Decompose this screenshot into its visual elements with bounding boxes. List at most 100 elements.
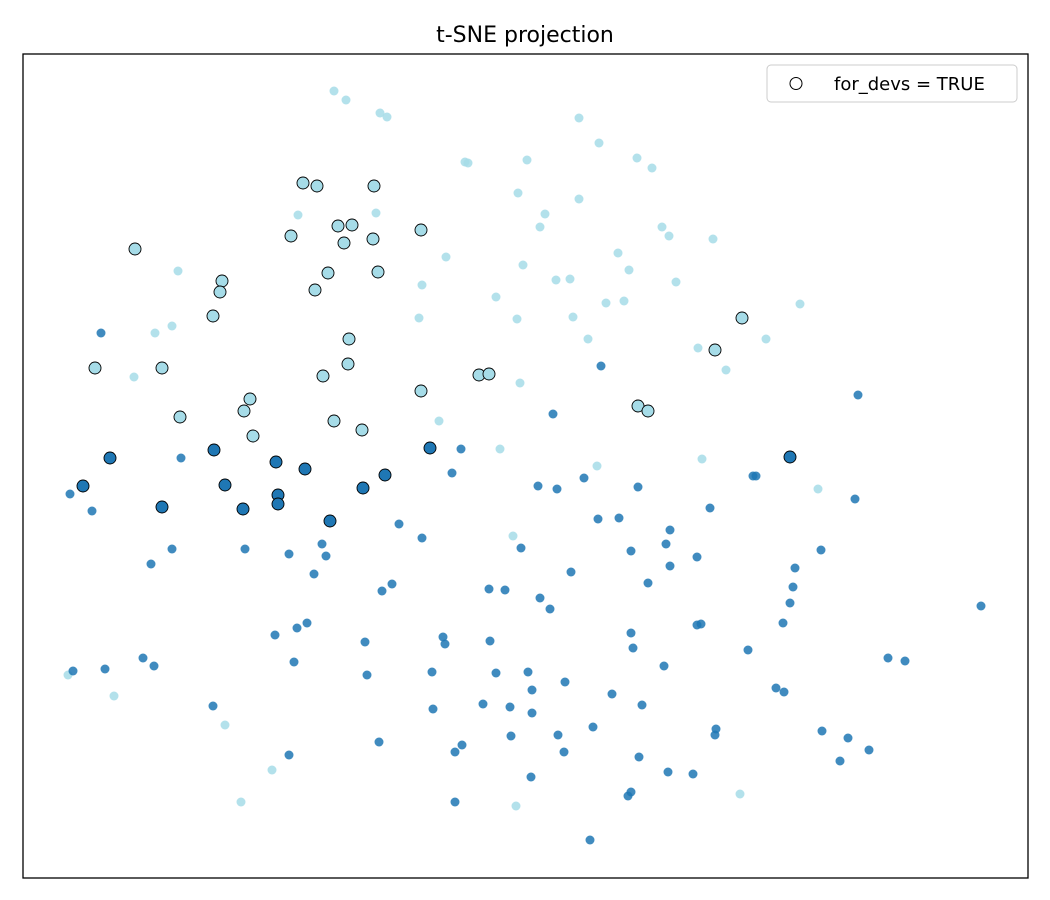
point-light bbox=[220, 720, 230, 730]
point-dark bbox=[447, 468, 457, 478]
point-light bbox=[795, 299, 805, 309]
point-light bbox=[129, 372, 139, 382]
point-light bbox=[518, 260, 528, 270]
point-light bbox=[511, 801, 521, 811]
point-dark bbox=[665, 561, 675, 571]
point-light-for-devs bbox=[310, 179, 324, 193]
point-dark bbox=[628, 643, 638, 653]
point-dark bbox=[692, 552, 702, 562]
point-dark-for-devs bbox=[271, 497, 285, 511]
point-light bbox=[463, 158, 473, 168]
point-light bbox=[414, 313, 424, 323]
point-dark bbox=[790, 563, 800, 573]
chart-title: t-SNE projection bbox=[436, 23, 614, 48]
point-light-for-devs bbox=[708, 343, 722, 357]
point-light-for-devs bbox=[155, 361, 169, 375]
point-light-for-devs bbox=[414, 384, 428, 398]
point-light-for-devs bbox=[173, 410, 187, 424]
point-light-for-devs bbox=[331, 219, 345, 233]
point-dark bbox=[596, 361, 606, 371]
point-dark bbox=[553, 730, 563, 740]
point-dark bbox=[843, 733, 853, 743]
point-light-for-devs bbox=[88, 361, 102, 375]
point-dark bbox=[688, 769, 698, 779]
point-dark bbox=[491, 668, 501, 678]
legend-marker-icon bbox=[789, 77, 803, 90]
point-dark bbox=[450, 797, 460, 807]
point-dark-for-devs bbox=[103, 451, 117, 465]
point-light bbox=[329, 86, 339, 96]
point-dark bbox=[240, 544, 250, 554]
point-dark bbox=[284, 549, 294, 559]
point-dark bbox=[362, 670, 372, 680]
point-light bbox=[568, 312, 578, 322]
point-light-for-devs bbox=[367, 179, 381, 193]
point-light bbox=[574, 113, 584, 123]
point-light-for-devs bbox=[246, 429, 260, 443]
point-light-for-devs bbox=[342, 332, 356, 346]
point-dark-for-devs bbox=[423, 441, 437, 455]
point-dark bbox=[457, 740, 467, 750]
point-dark bbox=[665, 525, 675, 535]
point-light bbox=[371, 208, 381, 218]
point-dark bbox=[523, 667, 533, 677]
point-dark bbox=[506, 731, 516, 741]
point-dark bbox=[579, 473, 589, 483]
point-light bbox=[708, 234, 718, 244]
point-dark bbox=[374, 737, 384, 747]
point-dark bbox=[751, 471, 761, 481]
point-light bbox=[508, 531, 518, 541]
point-light bbox=[375, 108, 385, 118]
point-dark bbox=[302, 618, 312, 628]
point-dark bbox=[659, 661, 669, 671]
point-light bbox=[167, 321, 177, 331]
point-light bbox=[173, 266, 183, 276]
point-dark bbox=[710, 730, 720, 740]
point-dark-for-devs bbox=[356, 481, 370, 495]
point-dark-for-devs bbox=[783, 450, 797, 464]
point-dark bbox=[289, 657, 299, 667]
point-light-for-devs bbox=[482, 367, 496, 381]
point-light bbox=[434, 416, 444, 426]
point-dark bbox=[450, 747, 460, 757]
point-dark-for-devs bbox=[236, 502, 250, 516]
axes-frame bbox=[22, 53, 1029, 879]
point-light bbox=[761, 334, 771, 344]
point-dark bbox=[387, 579, 397, 589]
point-light bbox=[613, 248, 623, 258]
point-dark bbox=[149, 661, 159, 671]
point-dark bbox=[87, 506, 97, 516]
point-dark bbox=[456, 444, 466, 454]
point-dark bbox=[593, 514, 603, 524]
point-dark bbox=[292, 623, 302, 633]
point-light-for-devs bbox=[206, 309, 220, 323]
point-dark-for-devs bbox=[298, 462, 312, 476]
point-light bbox=[565, 274, 575, 284]
point-light bbox=[601, 298, 611, 308]
point-light-for-devs bbox=[366, 232, 380, 246]
point-light bbox=[150, 328, 160, 338]
point-dark bbox=[548, 409, 558, 419]
point-light bbox=[236, 797, 246, 807]
point-dark bbox=[633, 482, 643, 492]
point-dark bbox=[588, 722, 598, 732]
point-dark bbox=[309, 569, 319, 579]
point-dark bbox=[850, 494, 860, 504]
point-light bbox=[664, 231, 674, 241]
point-light bbox=[583, 334, 593, 344]
point-dark bbox=[626, 628, 636, 638]
point-dark bbox=[485, 636, 495, 646]
point-dark-for-devs bbox=[378, 468, 392, 482]
point-light-for-devs bbox=[735, 311, 749, 325]
point-dark bbox=[883, 653, 893, 663]
point-dark-for-devs bbox=[269, 455, 283, 469]
point-light-for-devs bbox=[128, 242, 142, 256]
point-light bbox=[417, 280, 427, 290]
point-light-for-devs bbox=[371, 265, 385, 279]
point-dark bbox=[900, 656, 910, 666]
point-dark bbox=[661, 539, 671, 549]
point-light bbox=[341, 95, 351, 105]
point-dark bbox=[270, 630, 280, 640]
point-dark bbox=[976, 601, 986, 611]
